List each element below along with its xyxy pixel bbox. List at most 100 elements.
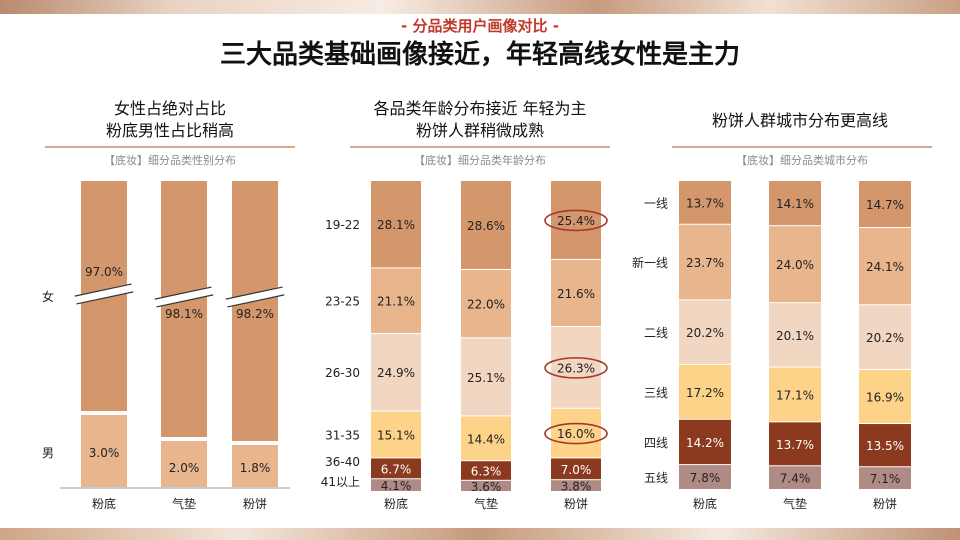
panel-age-heading-line1: 各品类年龄分布接近 年轻为主 [373,99,587,118]
x-tick-label-气垫: 气垫 [172,496,196,511]
panel-gender-heading-line1: 女性占绝对占比 [113,99,226,118]
data-label-female-粉底: 97.0% [85,265,123,279]
city-data-label-一线-气垫: 14.1% [776,197,814,211]
city-bar-五线-粉饼 [859,467,911,489]
city-data-label-二线-气垫: 20.1% [776,329,814,343]
bar-female-气垫 [161,181,207,437]
bar-male-气垫 [161,441,207,487]
age-data-label-41以上-粉饼: 3.8% [561,480,592,494]
city-data-label-二线-粉饼: 20.2% [866,331,904,345]
panel-age-heading: 各品类年龄分布接近 年轻为主 粉饼人群稍微成熟 [345,98,615,142]
city-bar-三线-气垫 [769,367,821,422]
city-bar-二线-粉底 [679,300,731,364]
age-bar-19-22-粉底 [371,181,421,268]
panel-age-source: 【底妆】细分品类年龄分布 [414,154,546,167]
city-x-tick-label-粉底: 粉底 [693,496,717,511]
axis-break-line [74,283,132,297]
panel-age-heading-line2: 粉饼人群稍微成熟 [415,121,544,140]
city-row-label-五线: 五线 [644,471,668,485]
age-bar-23-25-粉饼 [551,259,601,327]
age-highlight-ring-26-30 [544,357,608,379]
city-bar-四线-粉饼 [859,424,911,467]
panel-gender-source: 【底妆】细分品类性别分布 [104,154,236,167]
data-label-male-粉饼: 1.8% [240,461,271,475]
axis-break-line [156,294,214,308]
city-data-label-五线-粉饼: 7.1% [870,472,901,486]
age-data-label-23-25-粉饼: 21.6% [557,287,595,301]
age-data-label-36-40-粉底: 6.7% [381,462,412,476]
city-row-label-三线: 三线 [644,386,668,400]
decorative-top-band [0,0,960,14]
data-label-male-粉底: 3.0% [89,446,120,460]
age-row-label-26-30: 26-30 [325,366,360,380]
bar-female-粉饼 [232,181,278,441]
age-bar-19-22-粉饼 [551,181,601,259]
city-x-tick-label-粉饼: 粉饼 [873,497,897,511]
city-data-label-五线-气垫: 7.4% [780,472,811,486]
age-bar-36-40-气垫 [461,461,511,480]
age-x-tick-label-粉底: 粉底 [384,496,408,511]
city-bar-新一线-粉饼 [859,228,911,305]
data-label-male-气垫: 2.0% [169,461,200,475]
axis-break-gap [74,284,134,304]
city-data-label-新一线-粉底: 23.7% [686,256,724,270]
panel-age-rule [350,146,610,148]
city-data-label-二线-粉底: 20.2% [686,326,724,340]
city-row-label-四线: 四线 [644,436,668,450]
age-data-label-41以上-气垫: 3.6% [471,480,502,494]
age-data-label-41以上-粉底: 4.1% [381,479,412,493]
panel-city-rule [672,146,932,148]
x-tick-label-粉底: 粉底 [92,496,116,511]
age-bar-41以上-粉饼 [551,480,601,491]
city-data-label-三线-粉饼: 16.9% [866,390,904,404]
city-data-label-三线-粉底: 17.2% [686,386,724,400]
city-data-label-一线-粉饼: 14.7% [866,198,904,212]
age-data-label-23-25-粉底: 21.1% [377,295,415,309]
city-bar-新一线-粉底 [679,224,731,300]
panel-gender-heading: 女性占绝对占比 粉底男性占比稍高 [40,98,300,142]
city-bar-五线-气垫 [769,466,821,489]
x-tick-label-粉饼: 粉饼 [243,497,267,511]
city-bar-五线-粉底 [679,465,731,489]
age-bar-26-30-粉底 [371,334,421,411]
bar-male-粉饼 [232,445,278,487]
age-row-label-31-35: 31-35 [325,428,360,442]
city-bar-四线-气垫 [769,422,821,466]
age-bar-23-25-粉底 [371,268,421,334]
city-bar-二线-气垫 [769,303,821,367]
age-data-label-19-22-气垫: 28.6% [467,219,505,233]
age-bar-36-40-粉底 [371,458,421,479]
age-data-label-31-35-气垫: 14.4% [467,432,505,446]
age-bar-36-40-粉饼 [551,458,601,480]
age-bar-26-30-粉饼 [551,327,601,408]
age-bar-31-35-粉底 [371,411,421,458]
city-data-label-四线-气垫: 13.7% [776,438,814,452]
age-highlight-ring-31-35 [544,422,608,445]
city-bar-三线-粉饼 [859,369,911,424]
city-data-label-四线-粉饼: 13.5% [866,439,904,453]
age-row-label-41以上: 41以上 [321,475,360,489]
city-bar-一线-气垫 [769,181,821,226]
panel-gender-rule [45,146,295,148]
row-label-female: 女 [42,289,54,304]
age-row-label-36-40: 36-40 [325,455,360,469]
age-data-label-26-30-粉饼: 26.3% [557,361,595,375]
age-bar-31-35-粉饼 [551,408,601,458]
decorative-bottom-band [0,528,960,540]
age-highlight-ring-19-22 [544,209,608,232]
city-data-label-三线-气垫: 17.1% [776,388,814,402]
age-x-tick-label-粉饼: 粉饼 [564,497,588,511]
age-data-label-23-25-气垫: 22.0% [467,298,505,312]
data-label-female-粉饼: 98.2% [236,307,274,321]
age-data-label-26-30-气垫: 25.1% [467,371,505,385]
city-row-label-一线: 一线 [644,196,668,210]
axis-break-line [76,291,134,305]
city-data-label-一线-粉底: 13.7% [686,196,724,210]
bar-male-粉底 [81,415,127,487]
age-bar-31-35-气垫 [461,416,511,461]
city-bar-一线-粉饼 [859,181,911,228]
axis-break-gap [154,287,214,307]
panel-city-heading: 粉饼人群城市分布更高线 [665,110,935,132]
city-bar-一线-粉底 [679,181,731,224]
